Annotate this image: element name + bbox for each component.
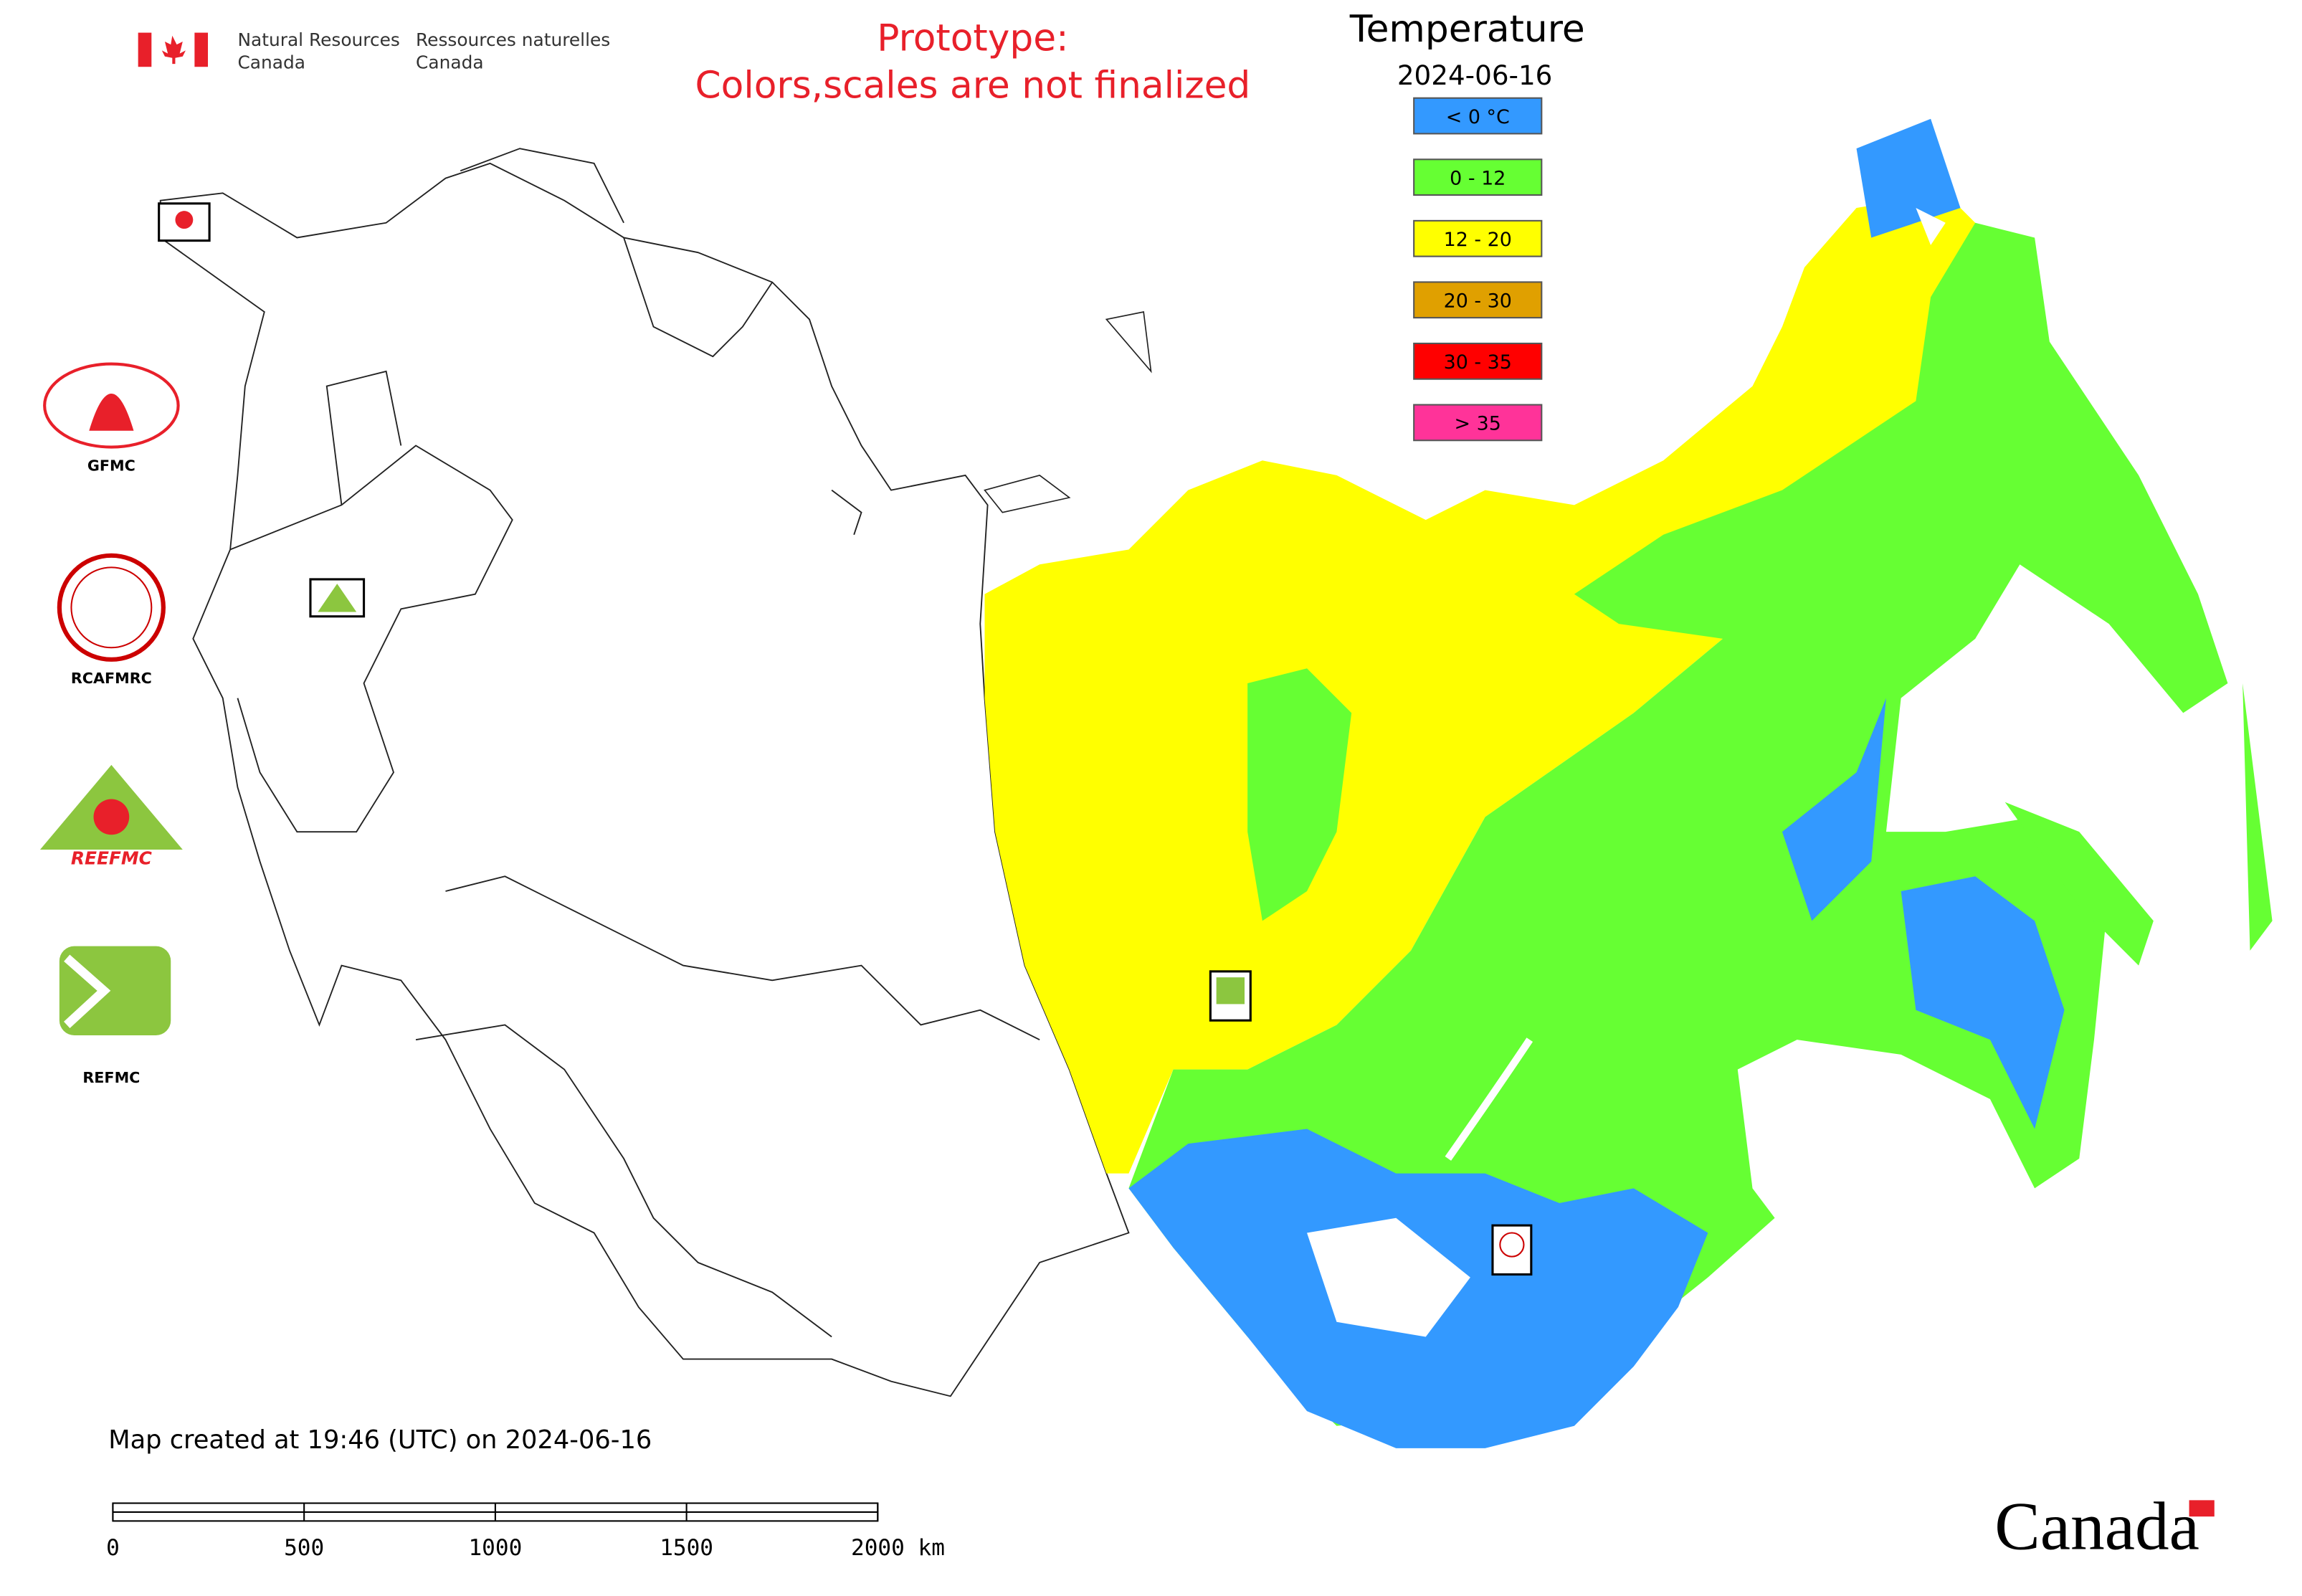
legend-label: 12 - 20 bbox=[1444, 229, 1512, 251]
legend-label: 20 - 30 bbox=[1444, 290, 1512, 313]
org-label: RCAFMRC bbox=[71, 670, 152, 687]
country-outlines bbox=[159, 148, 1130, 1397]
legend-swatch bbox=[1413, 281, 1543, 319]
agency-en: Natural Resources bbox=[237, 29, 399, 50]
notice: Prototype: bbox=[877, 16, 1068, 60]
agency-fr: Canada bbox=[416, 52, 484, 72]
org-label: GFMC bbox=[87, 457, 135, 475]
canada-wordmark: Canada bbox=[1994, 1488, 2199, 1564]
legend-date: 2024-06-16 bbox=[1397, 60, 1553, 91]
notice: Colors,scales are not finalized bbox=[695, 65, 1251, 108]
temperature-field bbox=[984, 118, 2273, 1448]
agency-en: Canada bbox=[237, 52, 305, 72]
wordmark-flag bbox=[2189, 1500, 2215, 1517]
legend-label: < 0 °C bbox=[1446, 106, 1510, 128]
legend-label: 0 - 12 bbox=[1450, 168, 1506, 190]
government-signature: Natural Resources Canada Ressources natu… bbox=[138, 29, 610, 72]
legend-swatch bbox=[1413, 97, 1543, 135]
scale-label: 0 bbox=[106, 1535, 120, 1561]
legend-label: > 35 bbox=[1455, 413, 1501, 435]
legend-label: 30 - 35 bbox=[1444, 351, 1512, 374]
legend: Temperature 2024-06-16 < 0 °C 0 - 12 12 - … bbox=[1349, 8, 1585, 442]
scale-label: 500 bbox=[284, 1535, 324, 1561]
legend-swatch bbox=[1413, 158, 1543, 196]
scale-label: 2000 km bbox=[851, 1535, 945, 1561]
org-label: REFMC bbox=[82, 1069, 140, 1086]
legend-swatch bbox=[1413, 219, 1543, 257]
legend-swatch bbox=[1413, 342, 1543, 380]
created-note: Map created at 19:46 (UTC) on 2024-06-16 bbox=[108, 1425, 652, 1455]
scale-label: 1500 bbox=[660, 1535, 713, 1561]
station-markers bbox=[158, 202, 1533, 1276]
agency-fr: Ressources naturelles bbox=[416, 29, 610, 50]
organization-logos: GFMC RCAFMRC REEFMC REFMC bbox=[39, 362, 183, 1086]
scale-bar: 0 500 1000 1500 2000 km bbox=[106, 1502, 945, 1561]
logo-text: REEFMC bbox=[71, 848, 152, 869]
legend-title: Temperature bbox=[1349, 8, 1585, 51]
scale-label: 1000 bbox=[468, 1535, 522, 1561]
legend-swatch bbox=[1413, 404, 1543, 442]
